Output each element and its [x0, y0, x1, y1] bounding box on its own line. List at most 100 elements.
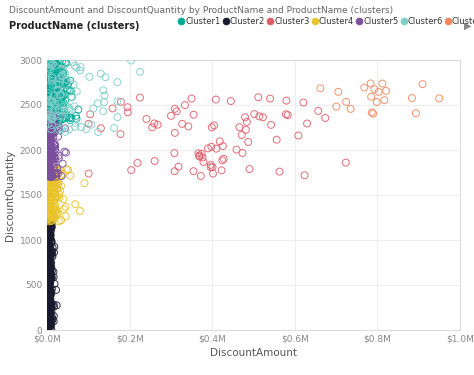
Text: DiscountAmount and DiscountQuantity by ProductName and ProductName (clusters): DiscountAmount and DiscountQuantity by P… [9, 6, 393, 15]
Point [45, 303, 52, 309]
Point [46, 112, 54, 118]
Point [46, 278, 53, 284]
Point [46, 314, 53, 320]
Point [47, 126, 55, 132]
Point [44, 215, 52, 221]
Point [46, 60, 54, 66]
Point [45, 316, 53, 322]
Point [50, 108, 58, 114]
Point [44, 222, 52, 228]
Point [54, 78, 61, 84]
Point [55, 117, 63, 123]
Point [48, 224, 55, 230]
Point [49, 96, 56, 102]
Point [46, 117, 53, 123]
Point [66, 87, 73, 93]
Point [49, 150, 57, 156]
Point [46, 166, 53, 172]
Point [47, 112, 55, 118]
Point [44, 294, 52, 300]
Point [190, 168, 197, 174]
Point [55, 70, 63, 76]
Point [49, 152, 57, 158]
Point [48, 252, 55, 258]
Point [45, 167, 53, 173]
Point [44, 174, 51, 180]
Point [59, 117, 66, 123]
Point [44, 210, 52, 216]
Point [44, 268, 51, 274]
Point [56, 167, 64, 173]
Point [51, 90, 59, 96]
Point [48, 61, 56, 67]
Point [46, 294, 54, 300]
Point [48, 183, 56, 189]
Point [45, 172, 53, 178]
Point [45, 216, 52, 222]
Point [45, 321, 52, 327]
Point [199, 154, 206, 160]
Point [45, 271, 52, 277]
Point [46, 102, 54, 108]
Point [44, 174, 52, 180]
Point [44, 290, 51, 296]
Point [46, 298, 54, 304]
Point [45, 189, 52, 195]
Point [44, 316, 51, 322]
Point [60, 106, 68, 112]
Point [48, 314, 55, 320]
Point [53, 97, 61, 103]
Point [45, 241, 53, 247]
Point [44, 86, 52, 92]
Point [53, 177, 60, 183]
Point [44, 267, 52, 273]
Point [44, 130, 52, 136]
Point [50, 120, 57, 126]
Point [44, 117, 52, 123]
Point [44, 184, 52, 190]
Point [46, 115, 54, 121]
Point [45, 255, 52, 261]
Point [46, 249, 53, 255]
Point [46, 171, 54, 177]
Point [49, 115, 56, 121]
Point [49, 206, 57, 212]
Y-axis label: DiscountQuantity: DiscountQuantity [5, 149, 15, 241]
Point [44, 262, 52, 268]
Point [61, 148, 68, 154]
Point [45, 226, 52, 232]
Point [101, 74, 109, 80]
Point [61, 98, 69, 104]
Point [45, 233, 53, 239]
Point [408, 95, 416, 101]
Point [47, 271, 55, 277]
Point [45, 282, 52, 288]
Point [47, 114, 55, 120]
Point [48, 210, 55, 216]
Point [44, 308, 52, 314]
Point [51, 161, 58, 167]
Point [46, 149, 54, 155]
Point [114, 98, 121, 104]
Point [52, 287, 60, 293]
Point [44, 308, 51, 314]
Point [44, 166, 52, 172]
Point [45, 131, 52, 137]
Point [44, 222, 51, 228]
Point [44, 325, 51, 331]
Point [46, 116, 53, 122]
Point [45, 93, 52, 99]
Point [44, 155, 52, 161]
Point [314, 108, 322, 114]
Point [48, 122, 56, 128]
Point [47, 263, 55, 269]
Point [381, 97, 388, 103]
Point [46, 313, 53, 319]
Point [46, 264, 53, 270]
Point [48, 154, 55, 160]
Point [45, 308, 52, 314]
Point [45, 89, 52, 95]
Point [45, 266, 52, 272]
Point [77, 64, 84, 70]
Point [46, 83, 53, 89]
